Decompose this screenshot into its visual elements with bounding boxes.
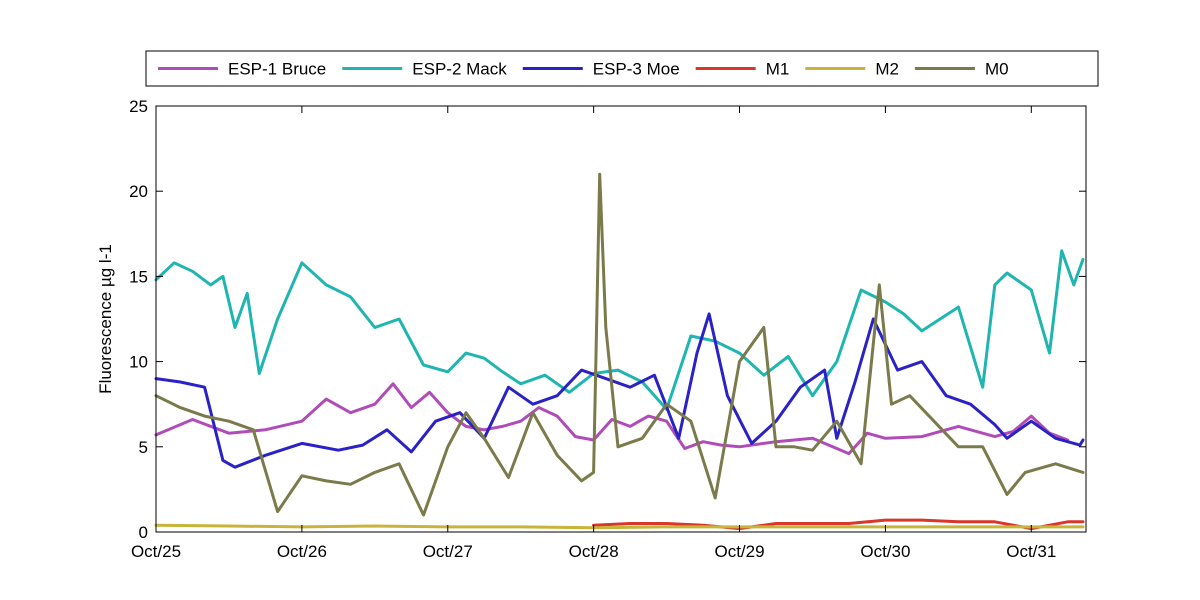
legend-label: M2: [875, 60, 899, 79]
y-tick-label: 5: [139, 438, 148, 457]
series-line-esp-2-mack: [154, 249, 1085, 411]
x-tick-label: Oct/27: [423, 542, 473, 561]
y-axis-label: Fluorescence µg l-1: [96, 244, 115, 394]
x-tick-label: Oct/26: [277, 542, 327, 561]
x-tick-label: Oct/30: [860, 542, 910, 561]
y-tick-label: 25: [129, 97, 148, 116]
x-tick-label: Oct/25: [131, 542, 181, 561]
series-line-esp-3-moe: [154, 312, 1085, 469]
y-tick-label: 20: [129, 182, 148, 201]
x-tick-label: Oct/28: [569, 542, 619, 561]
legend-label: ESP-1 Bruce: [228, 60, 326, 79]
x-tick-label: Oct/29: [714, 542, 764, 561]
axes: 0 5 10 15 20 25 Oct/25 Oct/26 Oct/27 Oct/28 Oct/29…: [129, 97, 1087, 561]
legend: ESP-1 Bruce ESP-2 Mack ESP-3 Moe M1 M2 M0: [145, 50, 1099, 87]
series-line-m0: [154, 172, 1085, 517]
legend-label: M1: [766, 60, 790, 79]
plot-area: [154, 172, 1085, 531]
legend-label: ESP-2 Mack: [412, 60, 507, 79]
legend-label: M0: [985, 60, 1009, 79]
plot-frame: [155, 105, 1087, 533]
y-tick-label: 15: [129, 267, 148, 286]
y-tick-label: 0: [139, 523, 148, 542]
x-tick-label: Oct/31: [1006, 542, 1056, 561]
legend-label: ESP-3 Moe: [593, 60, 680, 79]
series-line-m2: [154, 523, 1085, 530]
series-line-esp-1-bruce: [154, 382, 1070, 456]
y-tick-label: 10: [129, 353, 148, 372]
